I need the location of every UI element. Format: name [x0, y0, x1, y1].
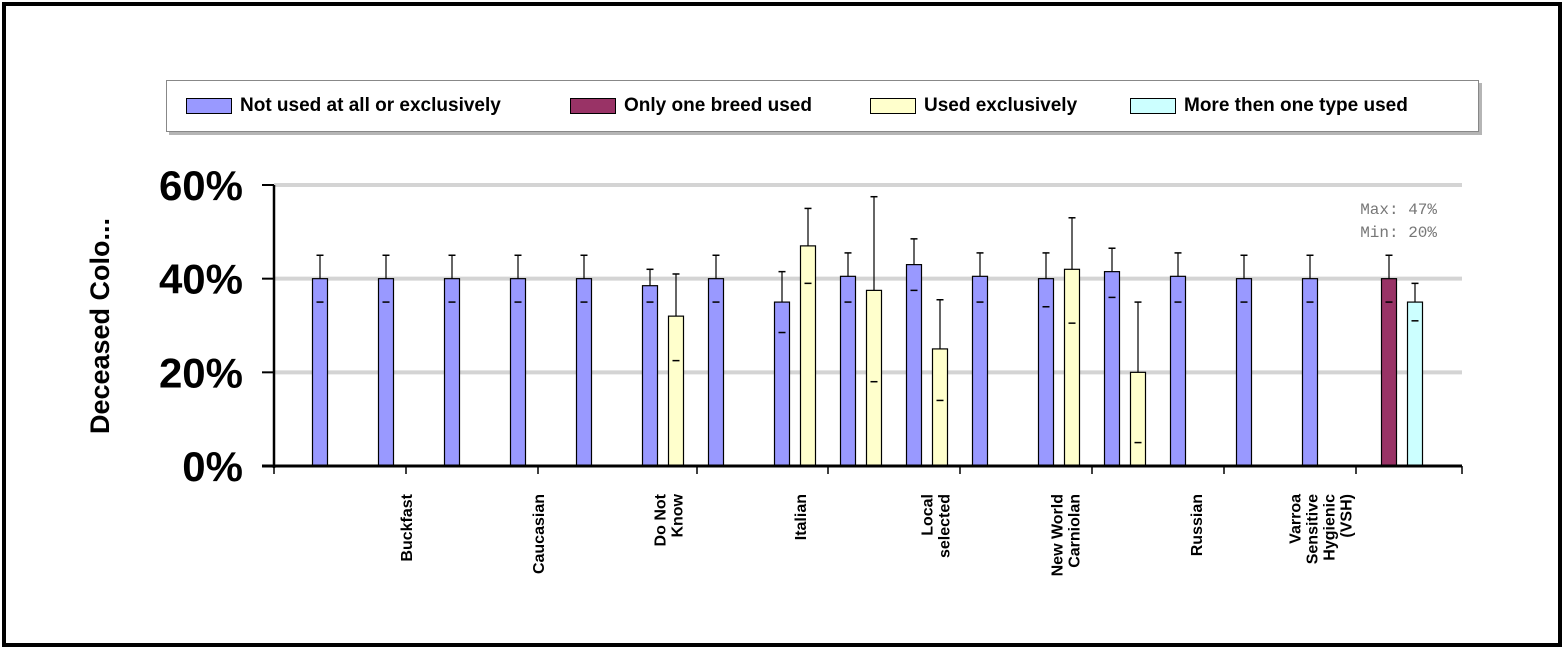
chart-legend: Not used at all or exclusively Only one …	[166, 80, 1479, 132]
max-annotation: Max: 47%	[1360, 201, 1437, 219]
x-category-label: New World	[1050, 494, 1067, 576]
legend-label-one-breed: Only one breed used	[624, 95, 812, 116]
legend-swatch-used-exclusively	[870, 98, 916, 114]
x-category-label: Caucasian	[531, 494, 548, 574]
bar	[971, 275, 989, 467]
legend-label-not-used: Not used at all or exclusively	[240, 95, 501, 116]
bar	[1406, 301, 1424, 467]
legend-item-not-used: Not used at all or exclusively	[186, 95, 501, 116]
x-category-label: Italian	[793, 494, 810, 540]
bar	[1380, 278, 1398, 467]
bar	[575, 278, 593, 467]
bar	[667, 315, 685, 467]
y-axis-title: Deceased Colo...	[85, 218, 115, 434]
y-tick-label: 60%	[159, 162, 243, 209]
bar	[1129, 371, 1147, 467]
legend-label-used-exclusively: Used exclusively	[924, 95, 1078, 116]
legend-label-more-types: More then one type used	[1184, 95, 1408, 116]
x-category-label: Sensitive	[1305, 494, 1322, 564]
legend-swatch-one-breed	[570, 98, 616, 114]
legend-item-one-breed: Only one breed used	[570, 95, 812, 116]
legend-item-more-types: More then one type used	[1130, 95, 1408, 116]
bar	[311, 278, 329, 467]
y-tick-label: 0%	[182, 443, 243, 490]
bar	[839, 275, 857, 467]
x-category-label: selected	[937, 494, 954, 558]
bar	[931, 348, 949, 467]
x-category-label: Varroa	[1288, 494, 1305, 544]
x-category-label: Local	[920, 494, 937, 536]
bar	[905, 264, 923, 467]
y-tick-label: 20%	[159, 349, 243, 396]
bar	[1301, 278, 1319, 467]
bar	[1235, 278, 1253, 467]
legend-item-used-exclusively: Used exclusively	[870, 95, 1078, 116]
x-category-label: Buckfast	[399, 493, 416, 561]
bar	[1103, 271, 1121, 467]
x-category-label: Know	[670, 493, 687, 537]
bar	[773, 301, 791, 467]
y-tick-label: 40%	[159, 256, 243, 303]
bar	[865, 289, 883, 467]
bar	[377, 278, 395, 467]
x-category-label: Russian	[1189, 494, 1206, 556]
x-category-label: Do Not	[653, 493, 670, 546]
legend-swatch-more-types	[1130, 98, 1176, 114]
bar	[1063, 268, 1081, 467]
x-category-label: (VSH)	[1339, 494, 1356, 538]
x-category-label: Carniolan	[1067, 494, 1084, 568]
legend-swatch-not-used	[186, 98, 232, 114]
bar	[641, 285, 659, 467]
bar	[1169, 275, 1187, 467]
bar	[707, 278, 725, 467]
x-category-label: Hygienic	[1322, 494, 1339, 561]
bar	[509, 278, 527, 467]
bar	[443, 278, 461, 467]
bar	[799, 245, 817, 467]
min-annotation: Min: 20%	[1360, 224, 1437, 242]
